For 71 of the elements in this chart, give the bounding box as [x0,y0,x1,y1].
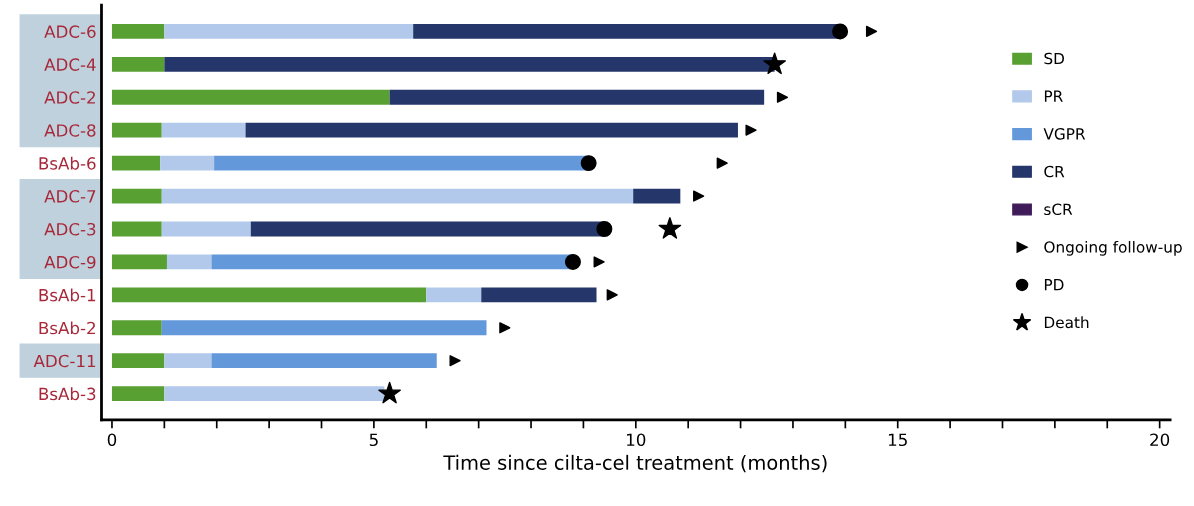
bar [111,122,162,138]
bar [111,56,165,72]
bar [161,320,487,336]
point [449,355,461,367]
bar [111,353,165,369]
y-tick-label: ADC-4 [44,58,96,71]
bar [164,386,385,402]
point [564,253,581,270]
bar [426,287,482,303]
bar [164,56,775,72]
y-tick-label: ADC-2 [44,91,95,104]
bar [111,155,161,171]
y-tick-label: BsAb-3 [39,387,96,401]
point [763,52,786,75]
point [596,221,613,237]
point [865,25,878,38]
point [832,23,849,40]
point [580,155,597,172]
y-tick-label: ADC-11 [33,354,96,368]
y-tick-label: ADC-9 [44,255,96,269]
bar [161,122,246,138]
bar [633,188,681,204]
x-tick-label: 15 [888,433,907,447]
x-tick-label: 10 [627,433,646,447]
bar [211,353,437,369]
legend-label: Ongoing follow-up [1044,240,1182,256]
y-tick-label: ADC-3 [44,222,96,236]
y-tick-label: BsAb-6 [39,156,96,170]
bar [111,23,165,39]
bar [111,221,162,237]
bar [111,386,165,402]
point [658,217,682,239]
y-tick-label: ADC-7 [44,190,96,203]
point [593,256,605,268]
legend-label: CR [1044,165,1065,178]
bar [111,320,162,336]
point [499,322,511,334]
point [776,91,789,103]
y-tick-label: ADC-8 [44,124,96,137]
bar [111,89,390,105]
bar [111,254,167,270]
bar [214,155,589,171]
y-tick-label: BsAb-1 [39,288,96,302]
legend-label: SD [1044,52,1064,65]
bar [111,188,162,204]
bar [161,221,251,237]
bar [164,353,212,369]
bar [111,287,427,303]
bar [164,23,414,39]
x-tick-label: 0 [107,433,117,447]
legend-label: sCR [1044,203,1073,216]
y-tick-label: ADC-6 [44,25,96,38]
point [378,381,401,404]
point [606,289,618,301]
legend-label: Death [1044,316,1089,329]
bar [245,122,738,138]
bar [481,287,597,303]
y-tick-label: BsAb-2 [39,321,95,335]
legend-label: VGPR [1043,128,1086,140]
point [716,157,728,169]
legend-label: PR [1044,90,1063,102]
point [745,124,757,136]
x-tick-label: 5 [369,433,378,447]
legend-label: PD [1044,279,1064,291]
point [693,190,705,202]
bar [161,188,634,204]
bar [160,155,215,171]
x-tick-label: 20 [1150,433,1170,447]
bar [166,254,212,270]
bar [389,89,765,105]
x-axis-title: Time since cilta-cel treatment (months) [443,454,827,473]
